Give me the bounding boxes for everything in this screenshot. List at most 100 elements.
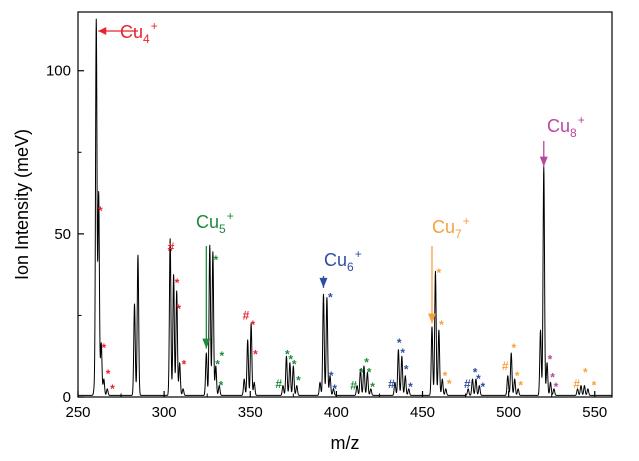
y-tick-label: 100 xyxy=(46,63,71,80)
peak-marker: * xyxy=(332,382,337,396)
peak-marker: * xyxy=(296,374,301,388)
peak-marker: * xyxy=(110,382,115,396)
peak-marker: * xyxy=(439,318,444,332)
ion-base: Cu xyxy=(432,217,455,237)
y-axis-title: Ion Intensity (meV) xyxy=(12,129,32,280)
ion-label-cu6: Cu6+ xyxy=(319,247,362,288)
peak-marker: # xyxy=(275,377,282,391)
ion-base: Cu xyxy=(324,250,347,270)
ion-superscript: + xyxy=(463,214,470,228)
ion-base: Cu xyxy=(547,116,570,136)
ion-subscript: 7 xyxy=(455,227,462,241)
ion-superscript: + xyxy=(578,113,585,127)
x-axis: 250 300 350 400 450 500 550 xyxy=(65,391,607,421)
ion-label-cu8: Cu8+ xyxy=(539,113,585,167)
ion-subscript: 8 xyxy=(570,126,577,140)
peak-marker: * xyxy=(329,369,334,383)
y-tick-label: 50 xyxy=(54,226,71,243)
peak-markers: ****#***#****** #**** #******* #**** #******… xyxy=(98,204,597,396)
y-tick-label: 0 xyxy=(63,389,71,406)
ion-superscript: + xyxy=(151,19,158,33)
peak-marker: * xyxy=(251,318,256,332)
peak-marker: * xyxy=(215,357,220,371)
peak-marker: * xyxy=(400,346,405,360)
peak-marker: # xyxy=(388,377,395,391)
peak-marker: * xyxy=(550,370,555,384)
ion-subscript: 6 xyxy=(347,260,354,274)
peak-marker: * xyxy=(408,380,413,394)
peak-marker: * xyxy=(219,379,224,393)
ion-label-cu5: Cu5+ xyxy=(196,209,234,349)
peak-marker: * xyxy=(592,379,597,393)
peak-marker: * xyxy=(102,341,107,355)
peak-marker: * xyxy=(447,377,452,391)
peak-marker: * xyxy=(176,302,181,316)
ion-arrow-head xyxy=(319,277,328,288)
ion-labels: Cu4+Cu5+Cu6+Cu7+Cu8+ xyxy=(98,19,585,349)
peak-marker: * xyxy=(219,349,224,363)
peak-marker: * xyxy=(106,367,111,381)
peak-marker: * xyxy=(292,357,297,371)
ion-arrow-head xyxy=(202,338,211,349)
x-tick-label: 250 xyxy=(65,404,90,421)
x-tick-label: 300 xyxy=(152,404,177,421)
ion-label-text: Cu8+ xyxy=(547,113,585,140)
ion-base: Cu xyxy=(120,22,143,42)
x-tick-label: 350 xyxy=(238,404,263,421)
peak-marker: * xyxy=(473,366,478,380)
ion-subscript: 5 xyxy=(219,222,226,236)
peak-marker: # xyxy=(168,240,175,254)
ion-arrow-head xyxy=(98,27,107,35)
ion-superscript: + xyxy=(227,209,234,223)
peak-marker: * xyxy=(175,276,180,290)
ion-arrow-head xyxy=(427,313,436,324)
peak-marker: # xyxy=(573,377,580,391)
peak-marker: # xyxy=(350,379,357,393)
peak-marker: # xyxy=(502,359,509,373)
peak-marker: * xyxy=(364,356,369,370)
ion-label-text: Cu5+ xyxy=(196,209,234,236)
spectrum-line xyxy=(77,18,613,396)
peak-marker: * xyxy=(285,348,290,362)
peak-marker: * xyxy=(404,362,409,376)
peak-marker: * xyxy=(397,336,402,350)
x-tick-label: 550 xyxy=(582,404,607,421)
peak-marker: # xyxy=(243,308,250,322)
peak-marker: * xyxy=(480,380,485,394)
peak-marker: * xyxy=(288,352,293,366)
ion-base: Cu xyxy=(196,212,219,232)
peak-marker: * xyxy=(476,372,481,386)
peak-marker: * xyxy=(583,366,588,380)
peak-marker: * xyxy=(182,357,187,371)
peak-marker: * xyxy=(253,348,258,362)
peak-marker: * xyxy=(213,253,218,267)
peak-marker: * xyxy=(515,369,520,383)
peak-marker: # xyxy=(464,377,471,391)
x-tick-label: 500 xyxy=(496,404,521,421)
ion-superscript: + xyxy=(355,247,362,261)
x-tick-label: 450 xyxy=(410,404,435,421)
peak-marker: * xyxy=(518,379,523,393)
peak-marker: * xyxy=(328,290,333,304)
peak-marker: * xyxy=(370,380,375,394)
ion-label-cu4: Cu4+ xyxy=(98,19,158,46)
peak-marker: * xyxy=(367,366,372,380)
x-tick-label: 400 xyxy=(324,404,349,421)
peak-marker: * xyxy=(554,380,559,394)
plot-frame xyxy=(77,11,613,398)
ion-label-text: Cu7+ xyxy=(432,214,470,241)
peak-marker: * xyxy=(437,266,442,280)
peak-marker: * xyxy=(511,341,516,355)
x-axis-title: m/z xyxy=(331,433,360,453)
y-axis: 0 50 100 xyxy=(46,63,84,406)
ion-arrow-head xyxy=(539,156,548,167)
ion-subscript: 4 xyxy=(143,32,150,46)
peak-marker: * xyxy=(359,366,364,380)
plot-area: ****#***#****** #**** #******* #**** #******… xyxy=(77,11,613,398)
ion-label-text: Cu4+ xyxy=(120,19,158,46)
peak-marker: * xyxy=(98,204,103,218)
peak-marker: * xyxy=(548,352,553,366)
ion-label-text: Cu6+ xyxy=(324,247,362,274)
ion-label-cu7: Cu7+ xyxy=(427,214,470,324)
